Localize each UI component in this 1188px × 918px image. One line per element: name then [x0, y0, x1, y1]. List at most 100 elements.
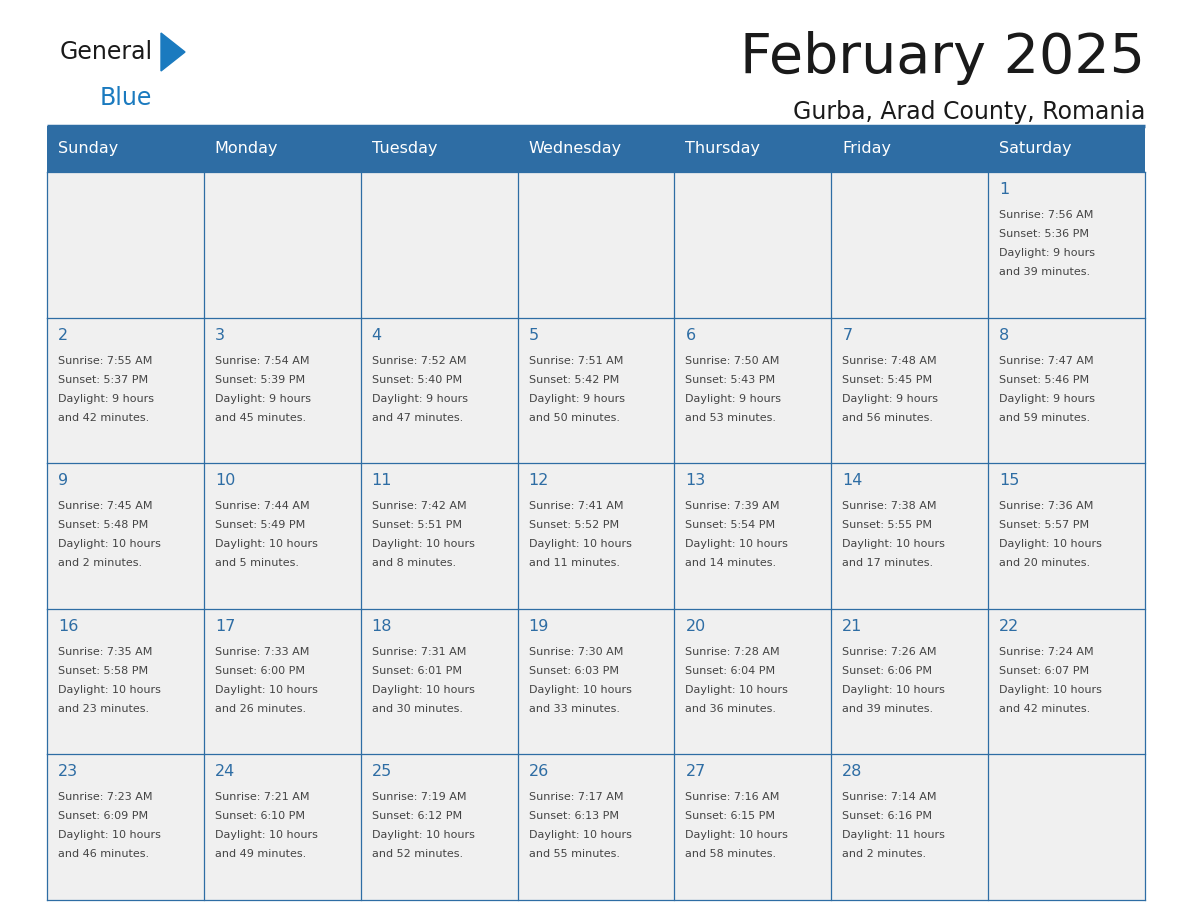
Text: 9: 9: [58, 473, 68, 488]
Text: Daylight: 10 hours: Daylight: 10 hours: [529, 685, 632, 695]
Bar: [204, 318, 361, 464]
Text: Sunrise: 7:39 AM: Sunrise: 7:39 AM: [685, 501, 781, 511]
Text: 6: 6: [685, 328, 695, 342]
Text: and 17 minutes.: and 17 minutes.: [842, 558, 934, 568]
Text: and 52 minutes.: and 52 minutes.: [372, 849, 463, 859]
Bar: [361, 318, 518, 464]
Text: and 14 minutes.: and 14 minutes.: [685, 558, 777, 568]
Text: Sunrise: 7:23 AM: Sunrise: 7:23 AM: [58, 792, 152, 802]
Text: Daylight: 10 hours: Daylight: 10 hours: [58, 685, 160, 695]
Bar: [48, 609, 204, 755]
Bar: [675, 609, 832, 755]
Text: Daylight: 10 hours: Daylight: 10 hours: [215, 685, 317, 695]
Text: 3: 3: [215, 328, 225, 342]
Text: Gurba, Arad County, Romania: Gurba, Arad County, Romania: [792, 100, 1145, 124]
Text: and 47 minutes.: and 47 minutes.: [372, 412, 463, 422]
Text: and 39 minutes.: and 39 minutes.: [999, 267, 1091, 277]
Text: Sunset: 6:16 PM: Sunset: 6:16 PM: [842, 812, 933, 822]
Text: Sunset: 5:48 PM: Sunset: 5:48 PM: [58, 521, 148, 531]
Text: 14: 14: [842, 473, 862, 488]
Bar: [832, 609, 988, 755]
Text: and 26 minutes.: and 26 minutes.: [215, 704, 307, 714]
Bar: [48, 126, 1145, 172]
Text: February 2025: February 2025: [740, 31, 1145, 85]
Text: Daylight: 10 hours: Daylight: 10 hours: [999, 539, 1102, 549]
Text: Sunset: 5:45 PM: Sunset: 5:45 PM: [842, 375, 933, 385]
Text: Sunset: 5:52 PM: Sunset: 5:52 PM: [529, 521, 619, 531]
Text: Sunrise: 7:21 AM: Sunrise: 7:21 AM: [215, 792, 309, 802]
Text: and 2 minutes.: and 2 minutes.: [842, 849, 927, 859]
Text: Sunset: 5:57 PM: Sunset: 5:57 PM: [999, 521, 1089, 531]
Text: Sunset: 5:39 PM: Sunset: 5:39 PM: [215, 375, 305, 385]
Text: Sunrise: 7:54 AM: Sunrise: 7:54 AM: [215, 355, 309, 365]
Text: Monday: Monday: [215, 141, 278, 156]
Bar: [675, 172, 832, 318]
Text: Sunrise: 7:26 AM: Sunrise: 7:26 AM: [842, 647, 937, 656]
Text: Daylight: 9 hours: Daylight: 9 hours: [58, 394, 154, 404]
Text: 17: 17: [215, 619, 235, 633]
Text: 22: 22: [999, 619, 1019, 633]
Text: and 50 minutes.: and 50 minutes.: [529, 412, 620, 422]
Text: Daylight: 9 hours: Daylight: 9 hours: [215, 394, 311, 404]
Text: 12: 12: [529, 473, 549, 488]
Text: Thursday: Thursday: [685, 141, 760, 156]
Text: 4: 4: [372, 328, 381, 342]
Text: Sunrise: 7:35 AM: Sunrise: 7:35 AM: [58, 647, 152, 656]
Bar: [832, 755, 988, 900]
Text: Sunrise: 7:55 AM: Sunrise: 7:55 AM: [58, 355, 152, 365]
Text: and 42 minutes.: and 42 minutes.: [999, 704, 1091, 714]
Text: 15: 15: [999, 473, 1019, 488]
Text: 13: 13: [685, 473, 706, 488]
Text: Wednesday: Wednesday: [529, 141, 621, 156]
Text: 21: 21: [842, 619, 862, 633]
Text: 25: 25: [372, 765, 392, 779]
Text: 19: 19: [529, 619, 549, 633]
Text: 1: 1: [999, 182, 1010, 197]
Text: Daylight: 10 hours: Daylight: 10 hours: [685, 539, 789, 549]
Bar: [518, 318, 675, 464]
Bar: [988, 464, 1145, 609]
Bar: [988, 172, 1145, 318]
Text: and 20 minutes.: and 20 minutes.: [999, 558, 1091, 568]
Text: Sunrise: 7:45 AM: Sunrise: 7:45 AM: [58, 501, 152, 511]
Text: Sunset: 6:07 PM: Sunset: 6:07 PM: [999, 666, 1089, 676]
Text: Sunrise: 7:31 AM: Sunrise: 7:31 AM: [372, 647, 466, 656]
Text: Sunset: 5:43 PM: Sunset: 5:43 PM: [685, 375, 776, 385]
Text: and 2 minutes.: and 2 minutes.: [58, 558, 143, 568]
Text: and 42 minutes.: and 42 minutes.: [58, 412, 150, 422]
Text: 27: 27: [685, 765, 706, 779]
Text: and 49 minutes.: and 49 minutes.: [215, 849, 307, 859]
Text: and 55 minutes.: and 55 minutes.: [529, 849, 620, 859]
Text: Daylight: 9 hours: Daylight: 9 hours: [372, 394, 468, 404]
Text: Sunrise: 7:51 AM: Sunrise: 7:51 AM: [529, 355, 623, 365]
Bar: [988, 755, 1145, 900]
Bar: [204, 755, 361, 900]
Text: Daylight: 10 hours: Daylight: 10 hours: [215, 539, 317, 549]
Text: Sunrise: 7:24 AM: Sunrise: 7:24 AM: [999, 647, 1094, 656]
Bar: [518, 755, 675, 900]
Text: Sunset: 5:46 PM: Sunset: 5:46 PM: [999, 375, 1089, 385]
Text: Daylight: 10 hours: Daylight: 10 hours: [842, 685, 946, 695]
Text: 7: 7: [842, 328, 853, 342]
Text: Sunrise: 7:38 AM: Sunrise: 7:38 AM: [842, 501, 937, 511]
Text: and 56 minutes.: and 56 minutes.: [842, 412, 934, 422]
Bar: [675, 464, 832, 609]
Bar: [832, 172, 988, 318]
Text: Sunset: 5:40 PM: Sunset: 5:40 PM: [372, 375, 462, 385]
Text: 8: 8: [999, 328, 1010, 342]
Polygon shape: [162, 33, 185, 71]
Text: and 30 minutes.: and 30 minutes.: [372, 704, 462, 714]
Text: Sunset: 6:15 PM: Sunset: 6:15 PM: [685, 812, 776, 822]
Text: 11: 11: [372, 473, 392, 488]
Text: Sunrise: 7:16 AM: Sunrise: 7:16 AM: [685, 792, 779, 802]
Bar: [361, 755, 518, 900]
Bar: [48, 172, 204, 318]
Text: Daylight: 10 hours: Daylight: 10 hours: [372, 831, 474, 840]
Text: Daylight: 10 hours: Daylight: 10 hours: [999, 685, 1102, 695]
Bar: [204, 172, 361, 318]
Bar: [675, 755, 832, 900]
Text: 20: 20: [685, 619, 706, 633]
Text: 28: 28: [842, 765, 862, 779]
Bar: [832, 318, 988, 464]
Text: Tuesday: Tuesday: [372, 141, 437, 156]
